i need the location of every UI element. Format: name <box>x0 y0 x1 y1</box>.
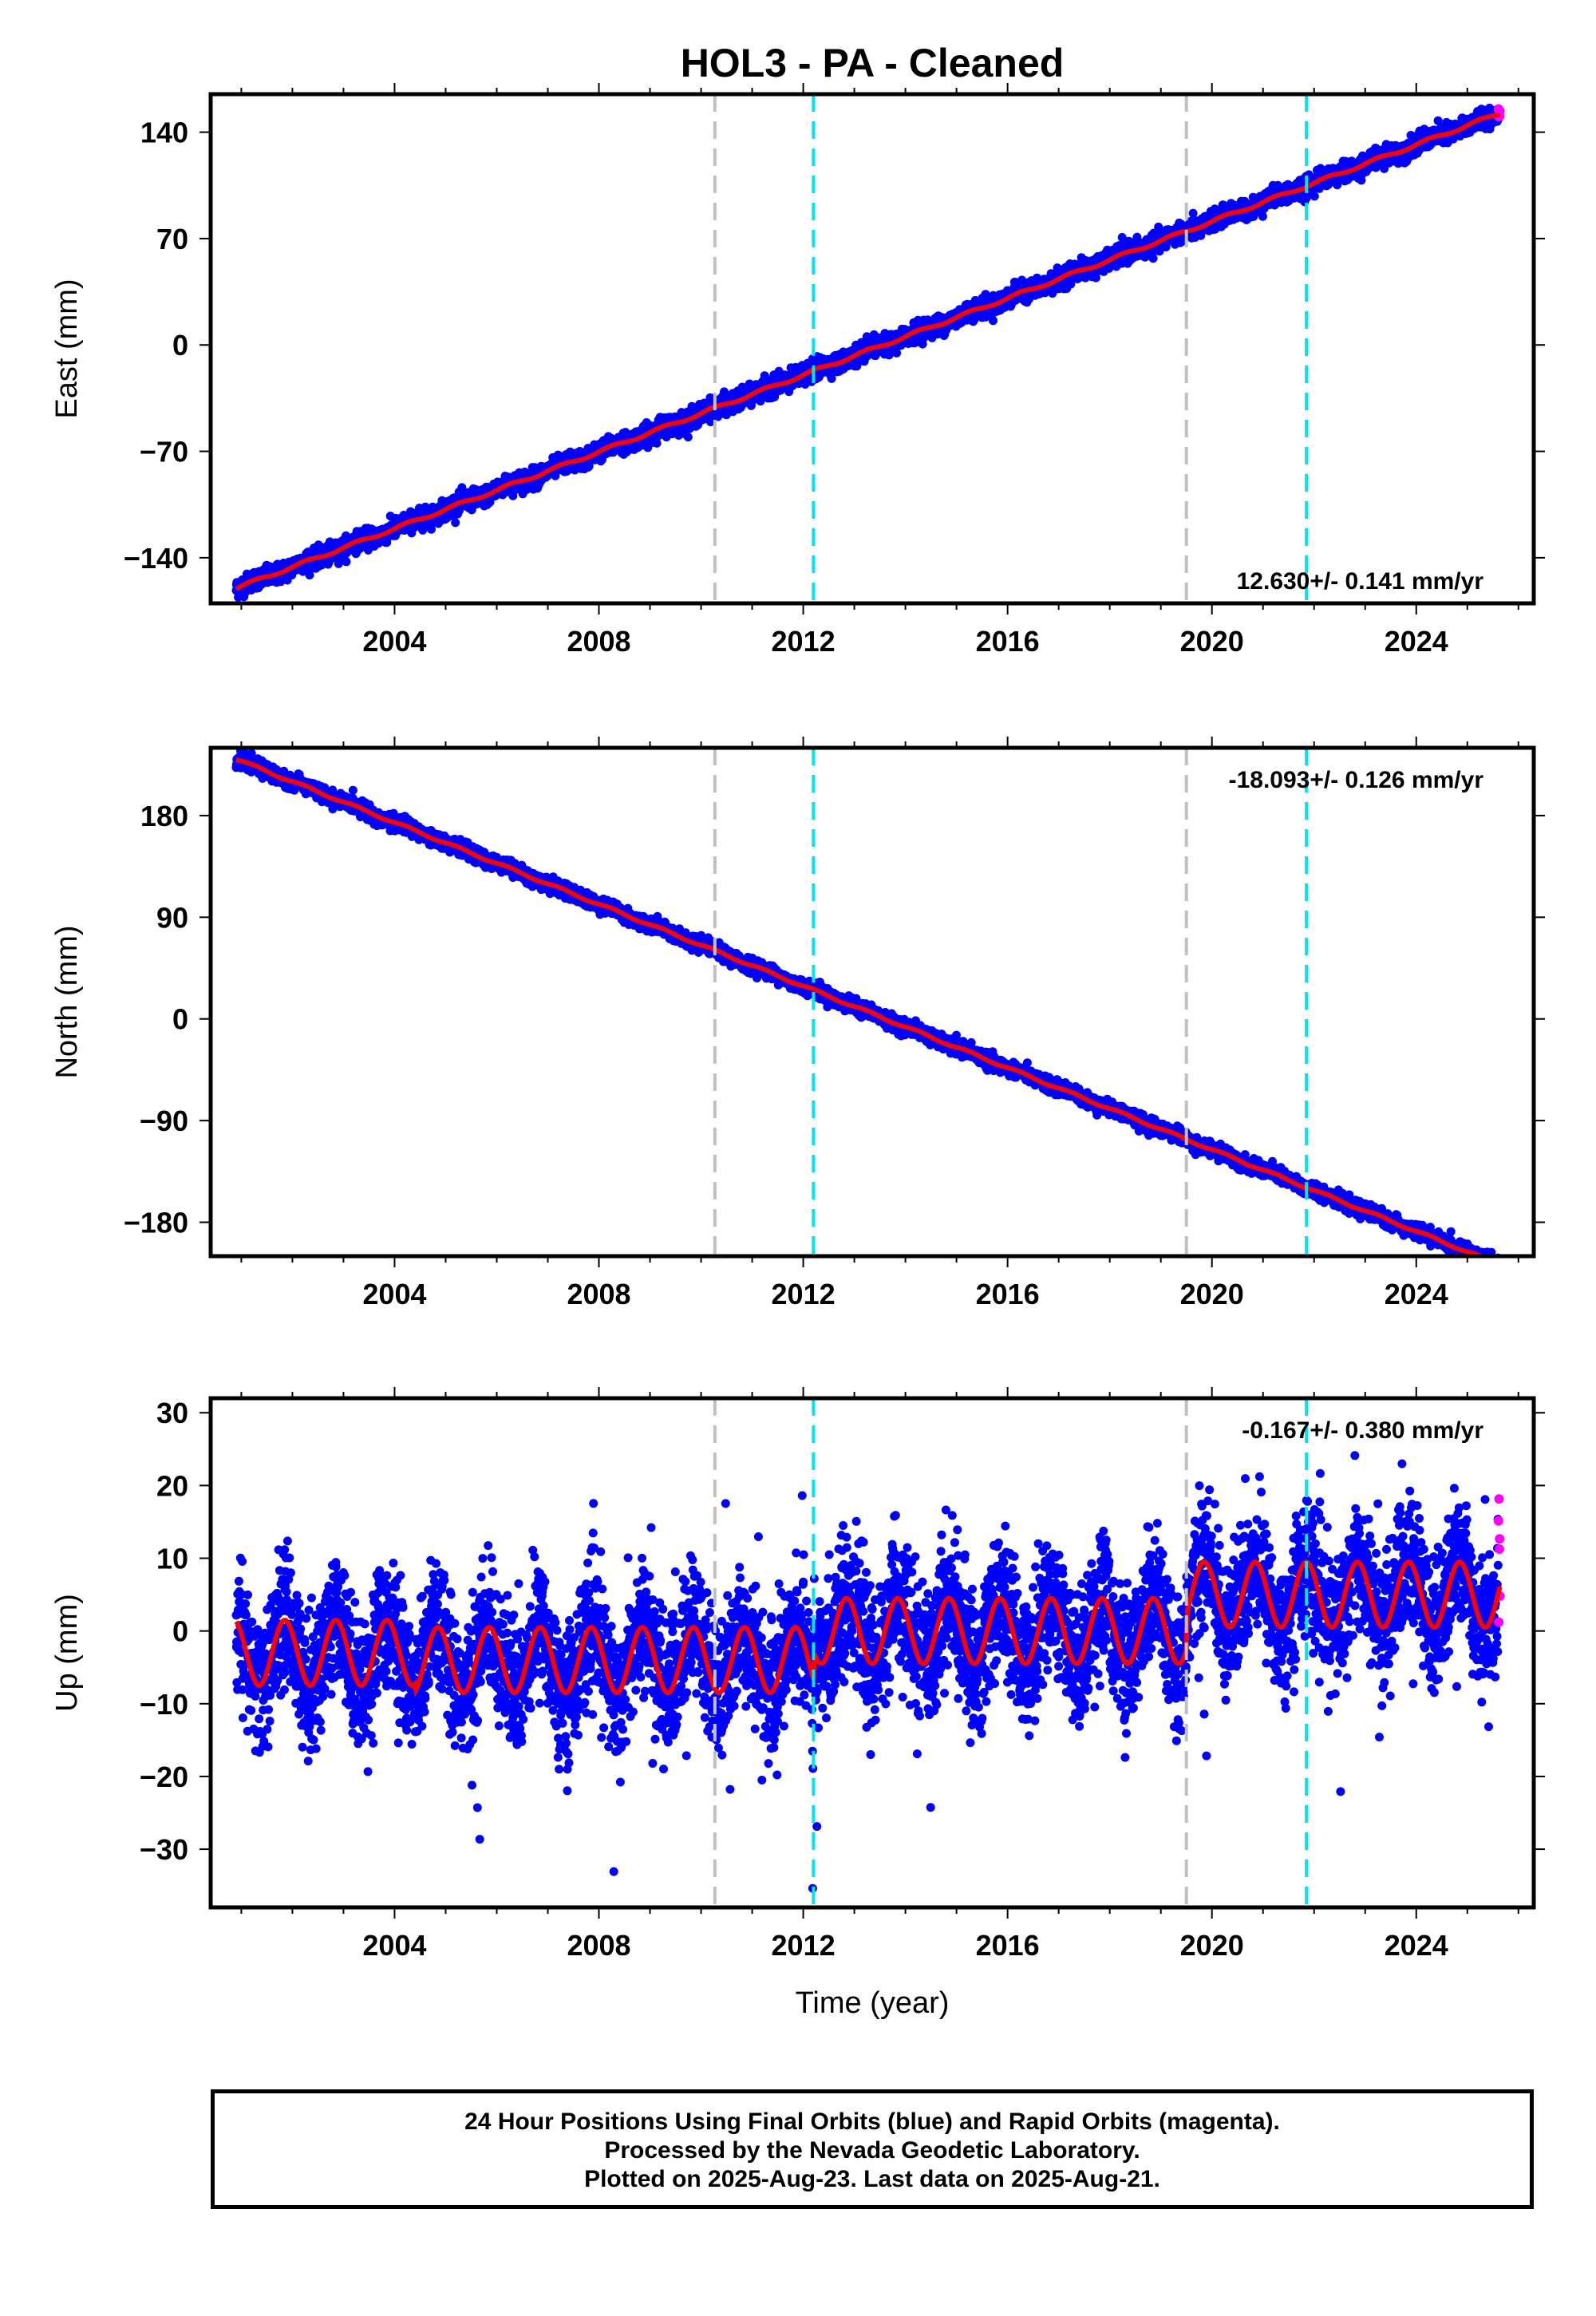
x-tick-label: 2020 <box>1180 1929 1244 1962</box>
y-axis: 30 20 10 0 −10 −20 −30 <box>140 1397 1545 1866</box>
y-tick-label: 10 <box>156 1543 188 1575</box>
x-tick-label: 2024 <box>1385 1929 1448 1962</box>
y-tick-label: 180 <box>140 800 188 832</box>
x-tick-label: 2024 <box>1385 625 1448 658</box>
y-tick-label: −10 <box>140 1688 188 1721</box>
x-tick-label: 2004 <box>362 625 426 658</box>
x-tick-label: 2008 <box>567 625 630 658</box>
rapid-orbits-points <box>1494 1259 1505 1271</box>
y-tick-label: −90 <box>140 1105 188 1137</box>
rate-label: 12.630+/- 0.141 mm/yr <box>1237 568 1484 595</box>
y-tick-label: 140 <box>140 117 188 149</box>
chart-title: HOL3 - PA - Cleaned <box>681 41 1065 85</box>
y-axis-label: East (mm) <box>50 279 84 418</box>
y-axis: 180 90 0 −90 −180 <box>124 800 1545 1239</box>
x-tick-label: 2008 <box>567 1278 630 1310</box>
footer-line-2: Processed by the Nevada Geodetic Laborat… <box>604 2137 1140 2164</box>
final-orbits-points <box>231 103 1503 602</box>
x-tick-label: 2012 <box>772 625 836 658</box>
rate-label: -0.167+/- 0.380 mm/yr <box>1242 1417 1483 1444</box>
x-tick-label: 2004 <box>362 1278 426 1310</box>
panel-north: 2004 2008 2012 2016 2020 2024 180 90 0 −90 −180 Nor… <box>50 737 1545 1310</box>
footer-line-3: Plotted on 2025-Aug-23. Last data on 202… <box>584 2166 1160 2192</box>
panel-up: 2004 2008 2012 2016 2020 2024 30 20 10 0 −10 −20 −30… <box>50 1387 1545 2020</box>
plot-frame <box>208 92 1536 606</box>
x-tick-label: 2016 <box>976 1929 1040 1962</box>
x-tick-label: 2008 <box>567 1929 630 1962</box>
plot-area <box>231 748 1505 1271</box>
x-axis: 2004 2008 2012 2016 2020 2024 <box>240 83 1519 658</box>
y-tick-label: 0 <box>172 1003 188 1036</box>
x-tick-label: 2020 <box>1180 1278 1244 1310</box>
x-axis: 2004 2008 2012 2016 2020 2024 <box>240 737 1519 1310</box>
y-tick-label: 0 <box>172 1615 188 1648</box>
y-tick-label: 30 <box>156 1397 188 1429</box>
x-axis: 2004 2008 2012 2016 2020 2024 <box>240 1387 1519 1962</box>
model-fit-line <box>235 112 1501 591</box>
y-axis-label: North (mm) <box>50 925 84 1078</box>
footer-line-1: 24 Hour Positions Using Final Orbits (bl… <box>464 2109 1280 2135</box>
panels-container: 2004 2008 2012 2016 2020 2024 140 70 0 −70 −140 Eas… <box>50 83 1545 2020</box>
y-axis-label: Up (mm) <box>50 1594 84 1712</box>
y-tick-label: 0 <box>172 329 188 362</box>
y-tick-label: −180 <box>124 1207 188 1239</box>
x-axis-label: Time (year) <box>796 1986 950 2020</box>
y-axis: 140 70 0 −70 −140 <box>124 117 1545 575</box>
rate-label: -18.093+/- 0.126 mm/yr <box>1229 767 1484 793</box>
model-fit-line <box>234 1559 1503 1697</box>
y-tick-label: −70 <box>140 436 188 468</box>
footer-box: 24 Hour Positions Using Final Orbits (bl… <box>211 2089 1534 2209</box>
x-tick-label: 2020 <box>1180 625 1244 658</box>
y-tick-label: 90 <box>156 901 188 934</box>
x-tick-label: 2016 <box>976 625 1040 658</box>
y-tick-label: 70 <box>156 223 188 255</box>
model-fit-line <box>235 757 1487 1256</box>
y-tick-label: −140 <box>124 542 188 575</box>
y-tick-label: 20 <box>156 1469 188 1502</box>
x-tick-label: 2004 <box>362 1929 426 1962</box>
plot-area <box>231 103 1505 602</box>
x-tick-label: 2024 <box>1385 1278 1448 1310</box>
plot-frame <box>208 745 1536 1259</box>
final-orbits-points <box>231 1398 1503 1893</box>
x-tick-label: 2016 <box>976 1278 1040 1310</box>
x-tick-label: 2012 <box>772 1278 836 1310</box>
panel-east: 2004 2008 2012 2016 2020 2024 140 70 0 −70 −140 Eas… <box>50 83 1545 658</box>
y-tick-label: −20 <box>140 1761 188 1793</box>
plot-area <box>231 1398 1505 1893</box>
y-tick-label: −30 <box>140 1833 188 1866</box>
x-tick-label: 2012 <box>772 1929 836 1962</box>
plot-frame <box>208 1396 1536 1910</box>
